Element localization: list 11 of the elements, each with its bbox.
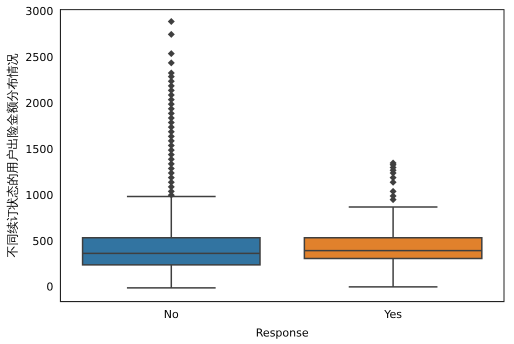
x-tick-label: No	[164, 308, 180, 322]
x-axis-title: Response	[256, 326, 309, 340]
y-tick-label: 1500	[25, 142, 54, 156]
y-tick-label: 0	[46, 280, 54, 294]
y-tick-label: 1000	[25, 188, 54, 202]
x-tick-label: Yes	[383, 308, 402, 322]
y-tick-label: 2000	[25, 97, 54, 110]
y-tick-label: 3000	[25, 5, 54, 18]
y-tick-label: 500	[32, 234, 54, 248]
y-axis-title: 不同续订状态的用户出险金额分布情况	[5, 54, 20, 258]
y-tick-label: 2500	[25, 51, 54, 64]
